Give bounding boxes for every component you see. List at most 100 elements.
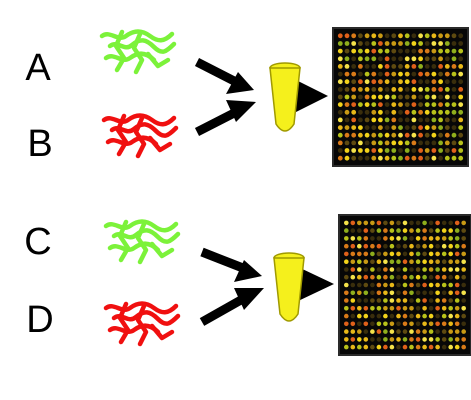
array-spot bbox=[409, 243, 414, 249]
array-spot bbox=[458, 41, 464, 46]
sample-label-c: C bbox=[24, 221, 52, 263]
array-spot bbox=[364, 41, 370, 46]
array-spot bbox=[404, 79, 410, 85]
array-spot bbox=[384, 33, 390, 39]
array-spot bbox=[384, 140, 390, 146]
array-spot bbox=[422, 236, 427, 241]
array-spot bbox=[371, 148, 377, 153]
array-spot bbox=[461, 236, 467, 241]
array-spot bbox=[404, 117, 410, 123]
array-spot bbox=[384, 48, 390, 54]
arrow-c-to-tube-icon bbox=[200, 247, 262, 282]
array-spot bbox=[418, 71, 423, 77]
array-spot bbox=[344, 298, 349, 303]
array-spot bbox=[428, 321, 434, 327]
array-spot bbox=[428, 274, 434, 280]
array-spot bbox=[337, 125, 343, 130]
array-spot bbox=[384, 64, 390, 69]
array-spot bbox=[371, 155, 377, 161]
array-spot bbox=[438, 56, 443, 62]
array-spot bbox=[411, 87, 417, 92]
array-spot bbox=[383, 267, 388, 272]
array-spot bbox=[396, 220, 401, 226]
array-spot bbox=[444, 48, 450, 54]
arrow-a-to-tube-icon bbox=[194, 57, 254, 94]
array-spot bbox=[358, 87, 363, 92]
sample-label-b: B bbox=[27, 123, 53, 165]
array-spot bbox=[444, 132, 450, 138]
array-spot bbox=[391, 79, 397, 85]
array-spot bbox=[391, 64, 397, 69]
array-spot bbox=[337, 48, 343, 54]
array-spot bbox=[409, 329, 414, 334]
array-spot bbox=[337, 71, 343, 77]
array-spot bbox=[402, 220, 408, 226]
array-spot bbox=[391, 140, 397, 146]
array-spot bbox=[383, 329, 388, 334]
array-spot bbox=[396, 251, 401, 257]
array-spot bbox=[411, 148, 417, 153]
array-spot bbox=[454, 321, 460, 327]
array-spot bbox=[376, 251, 382, 257]
array-spot bbox=[357, 243, 362, 249]
array-spot bbox=[364, 117, 370, 123]
array-spot bbox=[351, 71, 357, 77]
array-spot bbox=[376, 298, 382, 303]
array-spot bbox=[364, 87, 370, 92]
array-spot bbox=[458, 87, 464, 92]
array-spot bbox=[431, 102, 437, 107]
array-spot bbox=[371, 140, 377, 146]
array-spot bbox=[461, 329, 467, 334]
array-spot bbox=[441, 259, 447, 265]
array-spot bbox=[415, 251, 421, 257]
microarray-bottom-icon bbox=[338, 214, 471, 356]
array-spot bbox=[344, 337, 349, 342]
array-spot bbox=[444, 148, 450, 153]
array-spot bbox=[398, 56, 403, 62]
array-spot bbox=[383, 321, 388, 327]
array-spot bbox=[431, 64, 437, 69]
array-spot bbox=[344, 220, 349, 226]
array-spot bbox=[441, 267, 447, 272]
array-spot bbox=[438, 33, 443, 39]
array-spot bbox=[396, 313, 401, 319]
array-spot bbox=[431, 148, 437, 153]
array-spot bbox=[370, 267, 375, 272]
array-spot bbox=[409, 228, 414, 233]
array-spot bbox=[411, 125, 417, 130]
array-spot bbox=[383, 298, 388, 303]
array-spot bbox=[370, 274, 375, 280]
array-spot bbox=[351, 64, 357, 69]
array-spot bbox=[371, 94, 377, 100]
array-spot bbox=[389, 274, 395, 280]
array-spot bbox=[358, 155, 363, 161]
array-spot bbox=[371, 56, 377, 62]
array-spot bbox=[391, 71, 397, 77]
array-spot bbox=[454, 329, 460, 334]
array-spot bbox=[441, 321, 447, 327]
array-spot bbox=[344, 64, 350, 69]
array-spot bbox=[396, 274, 401, 280]
array-spot bbox=[454, 337, 460, 342]
array-spot bbox=[357, 274, 362, 280]
array-spot bbox=[415, 313, 421, 319]
arrow-tube-to-array-bottom-icon bbox=[296, 266, 334, 302]
array-spot bbox=[422, 220, 427, 226]
array-spot bbox=[448, 236, 454, 241]
array-spot bbox=[350, 236, 356, 241]
array-spot bbox=[415, 274, 421, 280]
array-spot bbox=[350, 251, 356, 257]
array-spot bbox=[396, 329, 401, 334]
array-spot bbox=[383, 259, 388, 265]
array-spot bbox=[451, 79, 457, 85]
array-spot bbox=[344, 71, 350, 77]
array-spot bbox=[411, 117, 417, 123]
array-spot bbox=[358, 125, 363, 130]
array-spot bbox=[424, 102, 430, 107]
array-spot bbox=[351, 94, 357, 100]
array-spot bbox=[398, 117, 403, 123]
array-spot bbox=[364, 109, 370, 115]
array-spot bbox=[358, 41, 363, 46]
array-spot bbox=[424, 48, 430, 54]
array-spot bbox=[409, 298, 414, 303]
